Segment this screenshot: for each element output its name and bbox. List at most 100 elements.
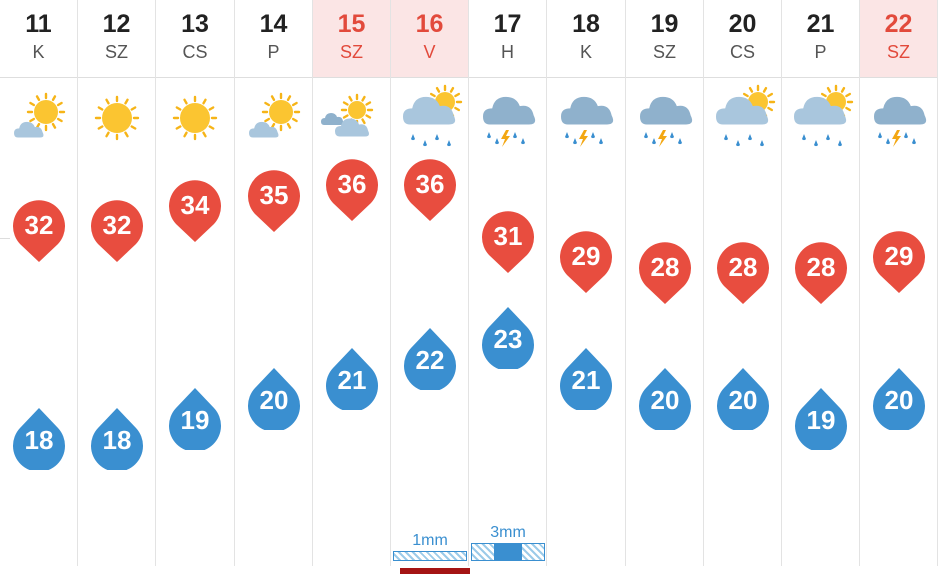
weekday-label: SZ	[339, 42, 363, 62]
thunderstorm-icon	[553, 84, 619, 156]
precipitation-amount: 1mm	[391, 532, 469, 561]
min-temp-drop: 23	[482, 305, 534, 369]
precipitation-amount: 3mm	[469, 524, 547, 561]
precipitation-label: 3mm	[490, 524, 526, 541]
max-temp-pin: 32	[91, 200, 143, 264]
day-header: 19 SZ	[626, 0, 703, 78]
partly-cloudy-icon	[6, 84, 72, 156]
max-temp-value: 32	[24, 210, 54, 240]
day-column[interactable]: 12 SZ 32 18	[78, 0, 156, 566]
day-header: 22 SZ	[860, 0, 937, 78]
max-temp-value: 36	[337, 169, 367, 199]
max-temp-pin: 31	[482, 211, 534, 275]
min-temp-value: 20	[650, 385, 680, 415]
precipitation-bar-fill	[494, 544, 522, 560]
thunderstorm-icon	[475, 84, 541, 156]
day-header: 16 V	[391, 0, 468, 78]
weekday-label: CS	[182, 42, 208, 62]
day-column[interactable]: 18 K 29 21	[547, 0, 626, 566]
day-column[interactable]: 17 H 31 23 3mm	[469, 0, 547, 566]
max-temp-value: 29	[884, 241, 914, 271]
min-temp-drop: 20	[639, 366, 691, 430]
day-column[interactable]: 15 SZ 36 21	[313, 0, 391, 566]
weekday-label: H	[501, 42, 514, 62]
day-header: 11 K	[0, 0, 77, 78]
day-number: 19	[650, 10, 679, 38]
day-number: 17	[493, 10, 522, 38]
day-number: 16	[415, 10, 444, 38]
cropped-bottom-bar	[400, 568, 470, 574]
min-temp-value: 18	[24, 425, 54, 455]
sun-cloud-rain-icon	[397, 84, 463, 156]
max-temp-pin: 29	[560, 231, 612, 295]
max-temp-value: 28	[728, 252, 758, 282]
day-number: 14	[259, 10, 288, 38]
day-header: 13 CS	[156, 0, 234, 78]
day-column[interactable]: 22 SZ 29 20	[860, 0, 938, 566]
max-temp-value: 32	[102, 210, 132, 240]
weekday-label: SZ	[652, 42, 676, 62]
min-temp-value: 18	[102, 425, 132, 455]
min-temp-drop: 18	[13, 406, 65, 470]
day-column[interactable]: 16 V 36 22 1mm	[391, 0, 469, 566]
day-number: 21	[806, 10, 835, 38]
max-temp-value: 28	[650, 252, 680, 282]
sun-cloud-rain-icon	[788, 84, 854, 156]
day-header: 14 P	[235, 0, 312, 78]
day-column[interactable]: 14 P 35 20	[235, 0, 313, 566]
min-temp-value: 19	[180, 405, 210, 435]
min-temp-value: 20	[259, 385, 289, 415]
weekday-label: CS	[729, 42, 755, 62]
day-column[interactable]: 11 K 32 18	[0, 0, 78, 566]
max-temp-value: 35	[259, 180, 289, 210]
day-column[interactable]: 19 SZ 28 20	[626, 0, 704, 566]
day-column[interactable]: 21 P 28 19	[782, 0, 860, 566]
max-temp-pin: 36	[326, 159, 378, 223]
day-number: 12	[102, 10, 131, 38]
precipitation-bar	[471, 543, 545, 561]
min-temp-value: 21	[571, 365, 601, 395]
day-header: 18 K	[547, 0, 625, 78]
max-temp-value: 31	[493, 221, 523, 251]
max-temp-pin: 29	[873, 231, 925, 295]
min-temp-value: 23	[493, 324, 523, 354]
min-temp-value: 22	[415, 345, 445, 375]
weekday-label: K	[579, 42, 592, 62]
max-temp-pin: 32	[13, 200, 65, 264]
day-number: 20	[728, 10, 757, 38]
day-header: 15 SZ	[313, 0, 390, 78]
min-temp-drop: 21	[326, 346, 378, 410]
max-temp-value: 28	[806, 252, 836, 282]
thunderstorm-icon	[632, 84, 698, 156]
day-header: 17 H	[469, 0, 546, 78]
min-temp-drop: 21	[560, 346, 612, 410]
min-temp-drop: 20	[248, 366, 300, 430]
min-temp-value: 20	[884, 385, 914, 415]
min-temp-drop: 19	[795, 386, 847, 450]
min-temp-drop: 22	[404, 326, 456, 390]
mostly-cloudy-icon	[319, 84, 385, 156]
max-temp-value: 36	[415, 169, 445, 199]
max-temp-value: 29	[571, 241, 601, 271]
partly-cloudy-icon	[241, 84, 307, 156]
weekday-label: SZ	[104, 42, 128, 62]
day-header: 12 SZ	[78, 0, 155, 78]
max-temp-pin: 28	[795, 242, 847, 306]
max-temp-pin: 28	[717, 242, 769, 306]
weekday-label: V	[423, 42, 436, 62]
thunderstorm-icon	[866, 84, 932, 156]
sun-icon	[84, 84, 150, 156]
day-number: 11	[25, 10, 52, 38]
day-number: 15	[337, 10, 366, 38]
max-temp-value: 34	[180, 190, 210, 220]
sun-icon	[162, 84, 228, 156]
day-header: 20 CS	[704, 0, 781, 78]
weekday-label: P	[267, 42, 280, 62]
day-column[interactable]: 13 CS 34 19	[156, 0, 235, 566]
weekday-label: P	[814, 42, 827, 62]
max-temp-pin: 34	[169, 180, 221, 244]
max-temp-pin: 35	[248, 170, 300, 234]
day-column[interactable]: 20 CS 28 20	[704, 0, 782, 566]
max-temp-pin: 36	[404, 159, 456, 223]
